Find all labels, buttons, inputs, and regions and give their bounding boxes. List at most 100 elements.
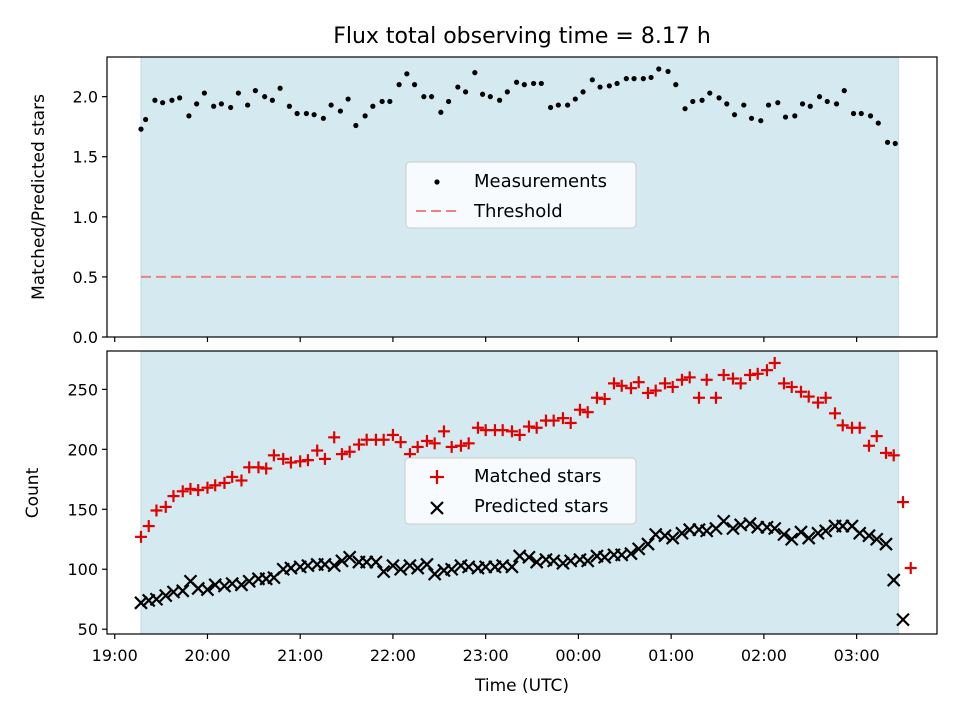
matched-star-point <box>853 421 866 434</box>
measurement-point <box>841 88 847 94</box>
measurement-point <box>194 101 200 107</box>
matched-star-point <box>437 425 450 438</box>
matched-star-point <box>167 490 180 503</box>
top-y-tick-label: 1.0 <box>73 208 98 227</box>
measurement-point <box>479 91 486 97</box>
matched-star-point <box>547 414 560 427</box>
matched-star-point <box>751 367 764 380</box>
matched-star-point <box>267 449 280 462</box>
predicted-star-point <box>801 531 816 545</box>
measurement-point <box>320 115 326 121</box>
top-y-tick-label: 1.5 <box>73 148 98 167</box>
predicted-star-point <box>393 562 408 577</box>
bottom-legend: Matched stars Predicted stars <box>404 457 637 525</box>
predicted-star-point <box>675 526 689 541</box>
measurement-point <box>143 116 149 123</box>
predicted-star-point <box>641 537 655 551</box>
measurement-point <box>235 90 241 96</box>
predicted-star-point <box>886 573 901 587</box>
measurement-point <box>496 97 503 103</box>
matched-star-point <box>150 504 163 517</box>
measurement-point <box>411 82 418 88</box>
measurement-point <box>758 118 764 124</box>
measurement-point <box>748 115 755 121</box>
measurement-point <box>218 101 224 107</box>
x-tick-label: 21:00 <box>277 646 323 665</box>
matched-star-point <box>235 474 248 487</box>
matched-star-point <box>649 384 662 397</box>
measurement-point <box>504 89 510 95</box>
measurement-point <box>277 85 283 91</box>
measurement-point <box>799 101 806 107</box>
matched-star-point <box>556 412 569 425</box>
matched-star-point <box>819 391 832 404</box>
matched-star-point <box>632 376 645 389</box>
predicted-star-point <box>580 554 595 568</box>
matched-star-point <box>496 424 509 437</box>
predicted-star-point <box>234 578 249 592</box>
predicted-star-point <box>794 525 808 539</box>
measurement-point <box>462 89 469 95</box>
measurement-point <box>211 103 217 109</box>
matched-star-point <box>377 433 390 446</box>
matched-star-point <box>624 382 637 395</box>
predicted-star-point <box>631 542 646 556</box>
matched-star-point <box>218 476 231 489</box>
top-x-ticks <box>114 337 858 342</box>
top-legend-box <box>405 161 637 229</box>
matched-star-point <box>201 481 214 494</box>
matched-star-point <box>471 421 484 434</box>
predicted-star-point <box>386 558 400 573</box>
legend-matched-marker <box>430 470 444 484</box>
measurement-point <box>716 95 722 101</box>
matched-star-point <box>760 364 773 377</box>
top-y-tick-label: 0.5 <box>73 268 98 287</box>
predicted-star-point <box>217 579 232 593</box>
predicted-star-point <box>784 532 799 547</box>
measurement-point <box>160 100 166 106</box>
measurement-point <box>648 74 654 81</box>
measurement-point <box>530 80 537 87</box>
matched-star-point <box>564 416 577 429</box>
x-axis-label: Time (UTC) <box>474 676 569 696</box>
predicted-star-point <box>505 560 519 574</box>
measurement-point <box>656 66 662 72</box>
predicted-star-point <box>403 558 417 573</box>
measurement-point <box>775 100 781 106</box>
predicted-star-point <box>896 612 910 627</box>
measurement-point <box>345 96 351 102</box>
bottom-y-tick-label: 250 <box>67 380 98 399</box>
legend-predicted-label: Predicted stars <box>474 496 608 517</box>
measurement-point <box>228 104 234 111</box>
x-tick-label: 00:00 <box>555 646 601 665</box>
matched-star-point <box>311 444 324 457</box>
matched-star-point <box>318 452 331 465</box>
predicted-star-point <box>726 521 740 536</box>
predicted-star-point <box>522 550 536 565</box>
matched-star-point <box>598 392 611 405</box>
bottom-y-tick-label: 200 <box>67 440 98 459</box>
top-y-tick-label: 0.0 <box>73 328 98 347</box>
matched-star-point <box>343 445 356 458</box>
predicted-star-point <box>427 567 442 581</box>
measurement-point <box>741 102 747 108</box>
measurement-point <box>858 110 864 117</box>
matched-star-point <box>530 421 543 434</box>
measurement-point <box>824 98 830 105</box>
matched-star-point <box>260 462 273 475</box>
measurement-point <box>472 70 478 76</box>
top-y-axis: 0.0 0.5 1.0 1.5 2.0 <box>73 88 107 347</box>
matched-star-point <box>335 448 348 461</box>
matched-star-point <box>743 368 756 381</box>
measurement-point <box>850 110 857 117</box>
predicted-star-point <box>149 592 164 607</box>
measurement-point <box>867 113 874 119</box>
matched-star-point <box>879 446 892 459</box>
predicted-star-point <box>335 554 349 568</box>
matched-star-point <box>386 428 399 441</box>
bottom-legend-box <box>404 457 637 525</box>
measurement-point <box>521 82 527 88</box>
measurement-point <box>724 101 730 107</box>
measurement-point <box>269 97 275 103</box>
